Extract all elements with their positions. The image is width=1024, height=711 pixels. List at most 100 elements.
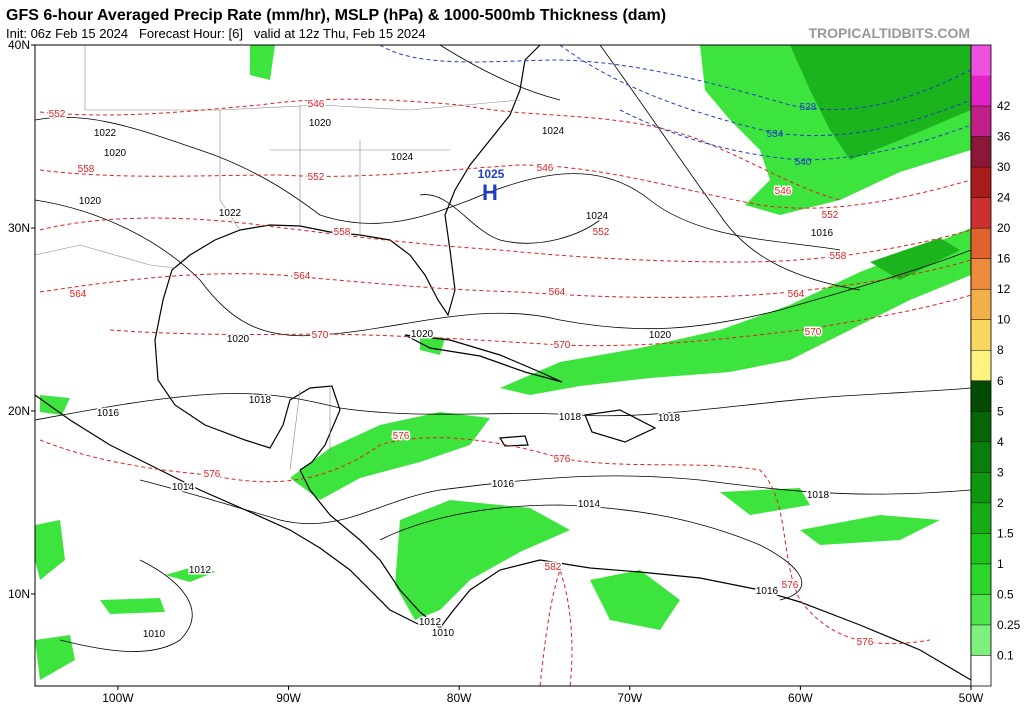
colorbar-segment — [971, 319, 991, 351]
thickness-contour — [39, 217, 972, 263]
precip-area — [35, 520, 65, 580]
coastline — [299, 469, 972, 681]
coastline — [154, 44, 541, 471]
isobar-label: 1016 — [97, 408, 120, 419]
thickness-label: 558 — [334, 227, 351, 238]
colorbar-tick-label: 8 — [997, 343, 1004, 357]
high-pressure-symbol: H — [482, 180, 498, 205]
colorbar-tick-label: 1 — [997, 557, 1004, 571]
colorbar-tick-label: 42 — [997, 99, 1011, 113]
isobar — [34, 387, 972, 421]
thickness-label: 558 — [830, 251, 847, 262]
colorbar-frame — [970, 44, 992, 687]
isobar-label: 1020 — [79, 196, 102, 207]
thickness-label: 582 — [545, 562, 562, 573]
colorbar-segment — [971, 441, 991, 473]
colorbar-segment — [971, 228, 991, 259]
thickness-label: 546 — [537, 163, 554, 174]
y-tick-label: 30N — [8, 221, 30, 235]
isobar-label: 1020 — [309, 118, 332, 129]
colorbar-segment — [971, 502, 991, 534]
colorbar-tick-label: 12 — [997, 282, 1011, 296]
isobar-label: 1016 — [756, 586, 779, 597]
isobar — [419, 44, 861, 291]
axes: 100W 90W 80W 70W 60W 50W 40N 30N 20N 10N — [8, 38, 984, 705]
thickness-label: 552 — [308, 172, 325, 183]
coastline — [404, 334, 563, 383]
thickness-label: 552 — [822, 210, 839, 221]
isobar-label: 1018 — [807, 490, 830, 501]
isobar-label: 1024 — [586, 211, 609, 222]
x-tick-label: 70W — [617, 691, 642, 705]
subtitle: Init: 06z Feb 15 2024 Forecast Hour: [6]… — [6, 26, 426, 41]
colorbar-tick-label: 10 — [997, 313, 1011, 327]
colorbar-segment — [971, 594, 991, 625]
cold-thickness-label: 540 — [795, 157, 812, 168]
thickness-label: 576 — [554, 454, 571, 465]
title: GFS 6-hour Averaged Precip Rate (mm/hr),… — [6, 7, 666, 24]
thickness-contour — [39, 437, 931, 645]
isobar-label: 1012 — [419, 617, 442, 628]
isobar-label: 1020 — [104, 148, 127, 159]
thickness-label: 546 — [775, 186, 792, 197]
cold-thickness-contour — [379, 44, 972, 111]
thickness-contour — [39, 98, 841, 201]
isobar-label: 1012 — [189, 565, 212, 576]
x-tick-label: 60W — [788, 691, 813, 705]
thickness-label: 576 — [393, 431, 410, 442]
y-tick-label: 10N — [8, 587, 30, 601]
isobar-label: 1014 — [172, 482, 195, 493]
thickness-label: 570 — [805, 327, 822, 338]
isobar — [59, 559, 193, 652]
colorbar-tick-label: 5 — [997, 404, 1004, 418]
colorbar-segment — [971, 563, 991, 595]
isobar-label: 1010 — [432, 628, 455, 639]
y-tick-label: 40N — [8, 38, 30, 52]
precip-area — [720, 488, 810, 515]
precip-area — [35, 635, 75, 680]
precip-area — [790, 45, 971, 160]
colorbar-tick-label: 0.1 — [997, 648, 1014, 662]
isobar-label: 1024 — [542, 126, 565, 137]
isobar-label: 1018 — [559, 412, 582, 423]
thickness-contour — [39, 164, 972, 209]
thickness-label: 576 — [204, 469, 221, 480]
colorbar-segment — [971, 75, 991, 107]
colorbar-segment — [971, 380, 991, 412]
colorbar-segment — [971, 289, 991, 320]
isobar-label: 1018 — [658, 413, 681, 424]
thickness-label: 570 — [554, 340, 571, 351]
thickness-contour — [109, 294, 972, 347]
colorbar-tick-label: 36 — [997, 130, 1011, 144]
isobar-label: 1016 — [492, 479, 515, 490]
thickness-label: 570 — [312, 330, 329, 341]
colorbar-segment — [971, 533, 991, 564]
isobar-label: 1024 — [391, 152, 414, 163]
colorbar-tick-label: 30 — [997, 160, 1011, 174]
colorbar-segment — [971, 136, 991, 168]
colorbar-segment — [971, 106, 991, 137]
x-tick-label: 100W — [102, 691, 134, 705]
thickness-label: 552 — [593, 227, 610, 238]
isobar-label: 1010 — [143, 629, 166, 640]
isobar — [34, 199, 972, 337]
coastline — [498, 435, 529, 447]
colorbar-tick-label: 3 — [997, 465, 1004, 479]
contour-labels: 1022 1020 1020 1020 1024 1024 1022 1024 1016 1020… — [47, 98, 875, 650]
colorbar-tick-label: 2 — [997, 496, 1004, 510]
isobar-label: 1020 — [411, 329, 434, 340]
colorbar-tick-label: 4 — [997, 435, 1004, 449]
cold-thickness-label: 534 — [767, 129, 784, 140]
isobar-label: 1014 — [578, 499, 601, 510]
colorbar-segment — [971, 197, 991, 229]
colorbar-segment — [971, 167, 991, 198]
y-tick-label: 20N — [8, 404, 30, 418]
precip-area — [290, 412, 490, 500]
thickness-label: 558 — [78, 164, 95, 175]
colorbar-tick-label: 0.25 — [997, 618, 1021, 632]
colorbar-tick-label: 6 — [997, 374, 1004, 388]
precip-area — [395, 500, 570, 620]
precip-area — [250, 45, 275, 80]
colorbar-tick-label: 24 — [997, 191, 1011, 205]
isobar-label: 1016 — [811, 228, 834, 239]
